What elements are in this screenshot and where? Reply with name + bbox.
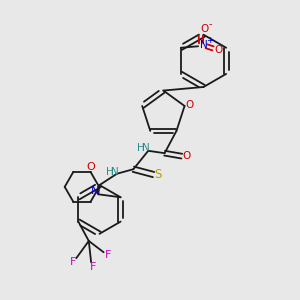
Text: H: H: [137, 143, 145, 153]
Text: -: -: [209, 20, 212, 30]
Text: N: N: [200, 40, 207, 50]
Text: H: H: [106, 167, 113, 177]
Text: N: N: [91, 186, 100, 196]
Text: O: O: [200, 24, 209, 34]
Text: N: N: [142, 143, 150, 153]
Text: O: O: [186, 100, 194, 110]
Text: N: N: [111, 167, 119, 177]
Text: +: +: [206, 36, 213, 45]
Text: S: S: [155, 168, 162, 181]
Text: F: F: [105, 250, 111, 260]
Text: F: F: [89, 262, 96, 272]
Text: F: F: [70, 257, 76, 267]
Text: O: O: [182, 151, 190, 161]
Text: O: O: [215, 45, 223, 55]
Text: O: O: [87, 163, 95, 172]
